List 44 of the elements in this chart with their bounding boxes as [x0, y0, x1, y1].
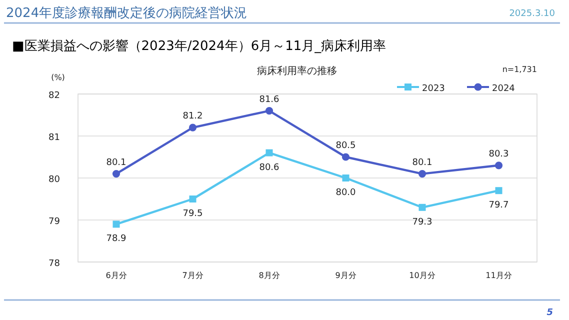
y-tick-label: 78	[48, 259, 60, 269]
data-label: 79.7	[488, 200, 509, 211]
y-tick-label: 81	[48, 133, 60, 143]
point	[418, 170, 426, 178]
point	[265, 107, 274, 115]
data-label: 80.1	[106, 158, 126, 168]
text: 5	[546, 308, 553, 318]
data-label: 80.5	[336, 141, 356, 151]
x-tick-label: 11月分	[486, 271, 512, 280]
data-label: 79.3	[412, 217, 432, 228]
legend-label: 2024	[492, 84, 516, 94]
point	[418, 204, 426, 211]
point	[266, 149, 273, 156]
point	[189, 196, 196, 202]
point	[342, 153, 350, 161]
x-tick-label: 6月分	[106, 271, 127, 280]
point	[188, 124, 197, 132]
text: n=1,731	[502, 65, 537, 74]
x-tick-label: 7月分	[182, 271, 204, 280]
data-label: 80.0	[336, 188, 356, 198]
point	[342, 174, 350, 182]
data-label: 80.1	[412, 158, 432, 168]
point	[495, 187, 502, 194]
data-label: 81.6	[259, 94, 280, 105]
point	[112, 170, 120, 178]
x-tick-label: 10月分	[409, 271, 436, 280]
chart-title: 2024年度診療報酬改定後の病院経営状況	[6, 5, 248, 21]
text: 2025.3.10	[509, 9, 556, 19]
y-tick-label: 79	[48, 217, 60, 227]
y-tick-label: 80	[48, 175, 60, 185]
y-tick-label: 82	[48, 91, 60, 101]
data-label: 80.6	[259, 162, 280, 173]
text: 病床利用率の推移	[257, 65, 337, 77]
x-tick-label: 9月分	[335, 271, 356, 280]
data-label: 79.5	[182, 209, 203, 219]
point	[494, 162, 503, 170]
y-axis-title: (%)	[51, 73, 65, 82]
chart-subtitle: ■医業損益への影響（2023年/2024年）6月～11月_病床利用率	[12, 38, 386, 54]
data-label: 80.3	[488, 149, 509, 160]
x-tick-label: 8月分	[258, 271, 280, 280]
legend-label: 2023	[422, 84, 445, 94]
point	[112, 220, 120, 228]
data-label: 81.2	[182, 112, 203, 122]
data-label: 78.9	[106, 234, 127, 244]
